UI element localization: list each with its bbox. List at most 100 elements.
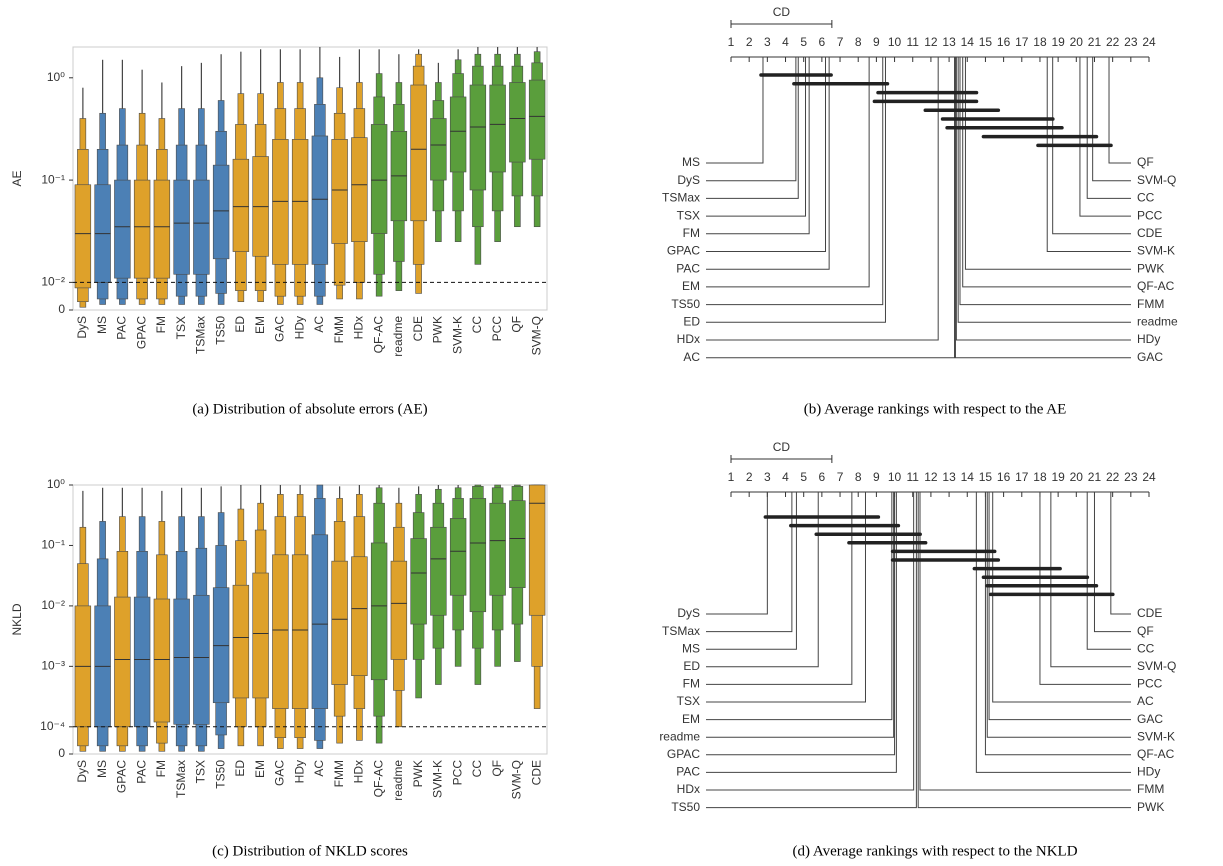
y-tick-label: 10⁻¹ (41, 538, 65, 552)
letter-value-box (370, 542, 388, 681)
rank-tick-label: 4 (782, 470, 789, 484)
y-tick-label: 10⁻² (41, 598, 65, 612)
rank-tick-label: 8 (855, 470, 862, 484)
method-connector (706, 57, 810, 235)
letter-value-box (430, 526, 447, 616)
rank-tick-label: 2 (746, 470, 753, 484)
method-label: DyS (677, 606, 700, 620)
method-label: SVM-K (1137, 244, 1175, 258)
letter-value-box (528, 79, 546, 160)
method-connector (706, 492, 895, 738)
method-connector (964, 57, 1131, 270)
x-tick-label: AC (312, 760, 326, 777)
rank-tick-label: 16 (997, 470, 1011, 484)
letter-value-box (390, 560, 408, 660)
y-tick-label: 0 (58, 302, 65, 316)
method-connector (706, 492, 896, 756)
method-label: QF (1137, 624, 1154, 638)
y-tick-label: 0 (58, 746, 65, 760)
rank-tick-label: 1 (728, 470, 735, 484)
rank-tick-label: 17 (1015, 35, 1029, 49)
method-label: EM (682, 279, 700, 293)
letter-value-box (232, 158, 250, 252)
x-tick-label: HDy (292, 760, 306, 783)
rank-tick-label: 11 (907, 35, 920, 49)
method-label: TS50 (671, 800, 700, 814)
letter-value-box (272, 554, 289, 709)
x-tick-label: SVM-Q (510, 760, 524, 799)
x-tick-label: CDE (411, 316, 425, 341)
y-tick-label: 10⁻⁴ (40, 719, 65, 733)
x-tick-label: GAC (273, 316, 287, 342)
rank-tick-label: 3 (764, 35, 771, 49)
rank-tick-label: 14 (961, 470, 975, 484)
letter-value-box (410, 538, 427, 625)
method-label: HDy (1137, 332, 1160, 346)
method-connector (706, 492, 768, 615)
letter-value-box (489, 502, 506, 596)
method-label: CC (1137, 641, 1155, 655)
method-connector (984, 492, 1131, 756)
letter-value-box (351, 556, 368, 677)
letter-value-box (173, 598, 190, 725)
letter-value-box (133, 596, 151, 728)
x-tick-label: TSX (174, 316, 188, 339)
method-label: ED (683, 314, 700, 328)
letter-value-box (193, 594, 210, 725)
rank-tick-label: 5 (800, 470, 807, 484)
method-connector (957, 57, 1131, 323)
method-connector (706, 57, 827, 252)
rank-tick-label: 22 (1106, 35, 1120, 49)
rank-tick-label: 9 (873, 35, 880, 49)
letter-value-box (370, 124, 388, 234)
letter-value-box (114, 179, 131, 279)
method-label: SVM-K (1137, 729, 1175, 743)
x-tick-label: TSMax (194, 316, 208, 354)
x-tick-label: CC (470, 316, 484, 334)
method-connector (1110, 492, 1131, 615)
rank-tick-label: 20 (1070, 35, 1084, 49)
method-label: PWK (1137, 800, 1164, 814)
rank-tick-label: 24 (1142, 35, 1156, 49)
method-connector (1092, 57, 1131, 182)
x-tick-label: FM (154, 316, 168, 333)
rank-tick-label: 4 (782, 35, 789, 49)
rank-tick-label: 10 (888, 35, 902, 49)
method-connector (706, 57, 807, 217)
rank-tick-label: 13 (942, 35, 956, 49)
method-connector (986, 492, 1131, 738)
method-connector (706, 492, 893, 721)
rank-tick-label: 18 (1033, 470, 1047, 484)
rank-tick-label: 23 (1124, 35, 1138, 49)
method-label: CC (1137, 191, 1155, 205)
method-label: CDE (1137, 226, 1162, 240)
method-label: SVM-Q (1137, 659, 1176, 673)
x-tick-label: PAC (134, 760, 148, 784)
letter-value-box (528, 484, 546, 616)
x-tick-label: SVM-Q (529, 316, 543, 355)
rank-tick-label: 15 (979, 35, 993, 49)
letter-value-box (291, 139, 309, 265)
x-tick-label: QF-AC (371, 760, 385, 798)
method-connector (706, 492, 853, 685)
letter-value-box (351, 137, 368, 242)
letter-value-box (509, 500, 526, 589)
method-connector (706, 492, 819, 668)
rank-tick-label: 23 (1124, 470, 1138, 484)
method-connector (959, 57, 1131, 306)
caption: (a) Distribution of absolute errors (AE) (192, 401, 427, 417)
rank-tick-label: 8 (855, 35, 862, 49)
method-label: HDx (677, 332, 700, 346)
method-label: FMM (1137, 782, 1164, 796)
method-connector (706, 57, 884, 306)
method-label: TSMax (662, 191, 700, 205)
method-label: GPAC (667, 244, 700, 258)
x-tick-label: PCC (490, 316, 504, 342)
x-tick-label: readme (391, 760, 405, 801)
x-tick-label: PCC (450, 760, 464, 786)
method-label: MS (682, 641, 700, 655)
letter-value-box (153, 179, 171, 279)
x-tick-label: TSMax (174, 760, 188, 798)
method-connector (962, 57, 1131, 288)
y-axis-label: NKLD (10, 603, 24, 635)
